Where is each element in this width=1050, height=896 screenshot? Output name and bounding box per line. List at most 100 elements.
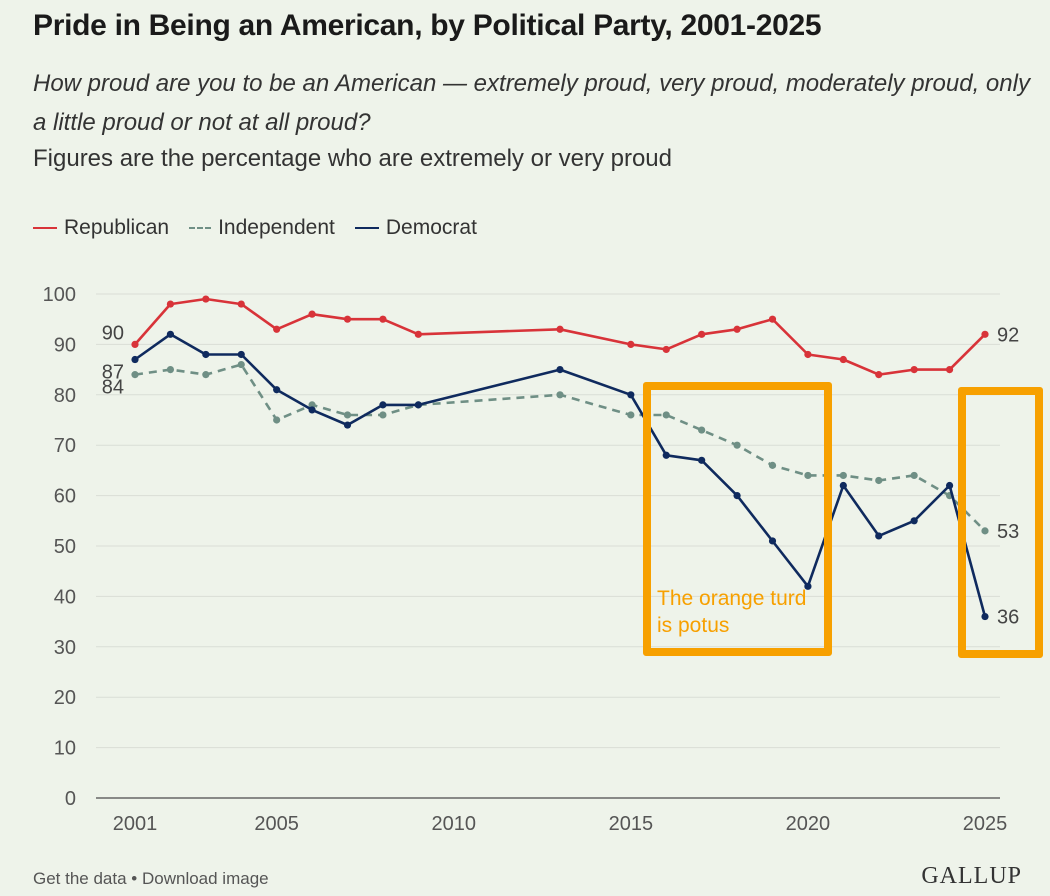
data-point-democrat-2023 xyxy=(910,517,918,525)
x-tick-label-2010: 2010 xyxy=(432,813,477,835)
legend-swatch-democrat xyxy=(354,227,379,229)
data-point-republican-2004 xyxy=(237,300,245,308)
data-point-independent-2006 xyxy=(308,401,316,409)
data-point-democrat-2003 xyxy=(202,350,210,359)
data-point-independent-2002 xyxy=(166,366,175,374)
data-point-democrat-2015 xyxy=(627,391,635,399)
data-point-republican-2001 xyxy=(131,340,139,348)
data-point-republican-2018 xyxy=(733,325,741,333)
legend-label-democrat: Democrat xyxy=(385,216,477,239)
legend-swatch-republican xyxy=(33,227,57,229)
data-point-republican-2003 xyxy=(202,295,210,303)
data-point-republican-2020 xyxy=(804,350,812,359)
x-tick-label-2015: 2015 xyxy=(609,813,654,835)
series-line-republican xyxy=(134,297,986,376)
y-tick-label-70: 70 xyxy=(54,435,76,457)
data-point-republican-2021 xyxy=(839,355,847,364)
data-point-republican-2019 xyxy=(768,315,777,323)
y-tick-label-100: 100 xyxy=(43,284,76,306)
get-data-link[interactable]: Get the data xyxy=(33,869,127,888)
x-tick-label-2020: 2020 xyxy=(786,813,831,835)
legend-swatch-independent xyxy=(189,227,212,229)
annotation-box-2016-2020 xyxy=(643,382,832,656)
annotation-box-2025 xyxy=(958,387,1043,658)
data-point-democrat-2024 xyxy=(945,481,954,490)
data-point-independent-2025 xyxy=(981,527,989,535)
y-tick-label-40: 40 xyxy=(54,586,76,608)
data-point-democrat-2009 xyxy=(414,401,422,409)
end-label-republican: 92 xyxy=(997,324,1019,346)
data-point-republican-2025 xyxy=(981,330,989,338)
data-point-republican-2006 xyxy=(308,310,316,318)
data-point-democrat-2008 xyxy=(379,401,387,409)
start-label-republican: 90 xyxy=(102,322,124,344)
data-point-independent-2013 xyxy=(556,391,564,399)
data-point-independent-2020 xyxy=(804,471,812,480)
data-point-independent-2016 xyxy=(662,411,670,419)
start-label-independent: 84 xyxy=(102,377,124,399)
data-point-republican-2007 xyxy=(343,315,352,323)
y-tick-label-10: 10 xyxy=(54,738,76,760)
data-point-republican-2013 xyxy=(556,325,564,333)
data-point-republican-2024 xyxy=(945,366,954,374)
data-point-republican-2009 xyxy=(414,330,422,338)
data-point-democrat-2020 xyxy=(804,582,812,590)
data-point-democrat-2018 xyxy=(733,492,741,500)
data-point-democrat-2025 xyxy=(981,612,989,621)
data-point-republican-2017 xyxy=(698,330,706,338)
data-point-independent-2019 xyxy=(768,461,777,469)
data-point-democrat-2001 xyxy=(131,355,139,364)
x-tick-label-2025: 2025 xyxy=(963,813,1008,835)
data-point-democrat-2005 xyxy=(273,386,281,394)
y-tick-label-50: 50 xyxy=(54,536,76,558)
y-tick-label-80: 80 xyxy=(54,385,76,407)
gallup-logo: GALLUP xyxy=(921,863,1022,889)
data-point-democrat-2007 xyxy=(343,421,352,429)
data-point-independent-2018 xyxy=(733,441,741,449)
data-point-republican-2008 xyxy=(379,315,387,323)
x-tick-label-2001: 2001 xyxy=(113,813,158,835)
footer-links: Get the data • Download image xyxy=(33,869,269,889)
data-point-independent-2021 xyxy=(839,471,847,480)
data-point-independent-2017 xyxy=(698,426,706,434)
end-label-independent: 53 xyxy=(997,521,1019,543)
data-point-democrat-2004 xyxy=(237,350,245,359)
data-point-republican-2022 xyxy=(875,371,883,379)
data-point-republican-2005 xyxy=(273,325,281,333)
legend-item-independent: Independent xyxy=(189,216,335,240)
end-label-democrat: 36 xyxy=(997,607,1019,629)
data-point-democrat-2022 xyxy=(875,532,883,540)
y-tick-label-0: 0 xyxy=(65,788,76,810)
data-point-democrat-2016 xyxy=(662,451,670,459)
y-tick-label-20: 20 xyxy=(54,687,76,709)
data-point-independent-2023 xyxy=(910,471,918,480)
data-point-republican-2015 xyxy=(627,340,635,348)
data-point-independent-2003 xyxy=(202,371,210,379)
legend-label-independent: Independent xyxy=(218,216,335,239)
data-point-democrat-2013 xyxy=(556,366,564,374)
chart-title: Pride in Being an American, by Political… xyxy=(33,9,822,42)
chart-subtitle: How proud are you to be an American — ex… xyxy=(33,70,1030,136)
data-point-republican-2016 xyxy=(662,345,670,354)
data-point-independent-2015 xyxy=(627,411,635,419)
annotation-text: The orange turd is potus xyxy=(657,587,807,637)
series-line-democrat xyxy=(134,333,987,617)
legend-item-democrat: Democrat xyxy=(354,216,477,240)
download-image-link[interactable]: Download image xyxy=(141,869,269,888)
data-point-independent-2007 xyxy=(343,411,352,419)
data-point-democrat-2017 xyxy=(698,456,706,464)
data-point-republican-2002 xyxy=(166,300,175,308)
data-point-independent-2001 xyxy=(131,371,139,379)
y-tick-label-90: 90 xyxy=(54,334,76,356)
chart-note: Figures are the percentage who are extre… xyxy=(33,145,672,172)
y-tick-label-60: 60 xyxy=(54,486,76,508)
y-tick-label-30: 30 xyxy=(54,637,76,659)
data-point-independent-2008 xyxy=(379,411,387,419)
data-point-democrat-2002 xyxy=(166,330,175,338)
data-point-independent-2004 xyxy=(237,360,245,369)
data-point-independent-2005 xyxy=(273,416,281,424)
data-point-republican-2023 xyxy=(910,366,918,374)
start-label-democrat: 87 xyxy=(102,362,124,384)
footer-separator: • xyxy=(126,869,142,888)
